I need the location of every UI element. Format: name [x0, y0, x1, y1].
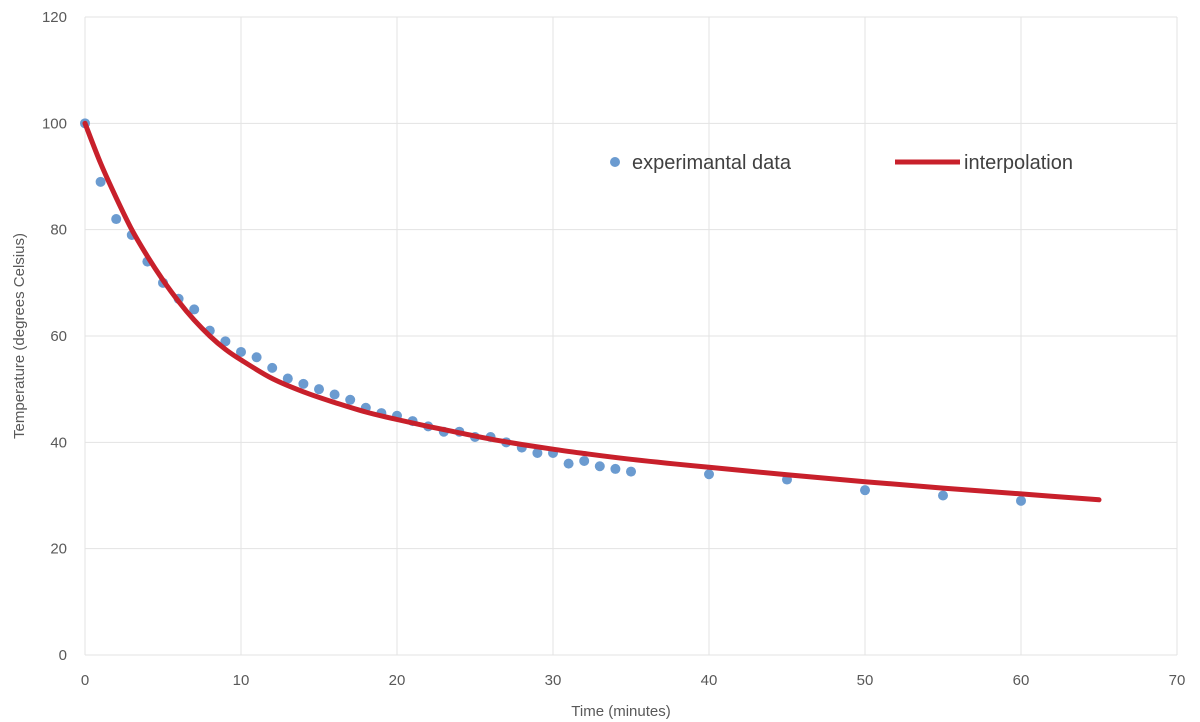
legend-marker-experimental-data — [610, 157, 620, 167]
series-layer — [80, 118, 1102, 506]
data-point — [282, 373, 293, 384]
y-tick-label: 100 — [42, 115, 67, 132]
y-axis-ticks: 0 20 40 60 80 100 120 — [42, 9, 67, 664]
x-tick-label: 20 — [389, 672, 406, 689]
data-point — [329, 389, 340, 400]
data-point — [626, 466, 636, 477]
x-tick-label: 60 — [1013, 672, 1030, 689]
data-point — [267, 362, 278, 373]
data-point — [220, 336, 231, 347]
x-axis-ticks: 0 10 20 30 40 50 60 70 — [81, 672, 1186, 689]
data-point — [95, 176, 106, 187]
data-point — [236, 346, 246, 357]
data-point — [298, 378, 309, 389]
data-point — [189, 304, 200, 315]
x-tick-label: 30 — [545, 672, 562, 689]
x-axis-title: Time (minutes) — [571, 703, 670, 720]
legend-label-experimental-data: experimantal data — [632, 152, 792, 174]
grid — [84, 16, 1178, 656]
y-axis-title: Temperature (degrees Celsius) — [11, 233, 28, 439]
interpolation-line — [82, 120, 1102, 503]
y-tick-label: 80 — [50, 222, 67, 239]
data-point — [594, 461, 605, 472]
x-tick-label: 0 — [81, 672, 89, 689]
data-point — [938, 490, 948, 501]
data-point — [1016, 495, 1026, 506]
data-point — [111, 214, 122, 225]
x-tick-label: 40 — [701, 672, 718, 689]
y-tick-label: 20 — [50, 541, 67, 558]
x-tick-label: 50 — [857, 672, 874, 689]
data-point — [314, 384, 324, 395]
y-tick-label: 60 — [50, 328, 67, 345]
data-point — [860, 485, 870, 496]
y-tick-label: 120 — [42, 9, 67, 26]
data-point — [563, 458, 574, 469]
y-tick-label: 0 — [59, 647, 67, 664]
legend-label-interpolation: interpolation — [964, 152, 1073, 174]
data-point — [532, 447, 543, 458]
x-tick-label: 10 — [233, 672, 250, 689]
data-point — [610, 463, 621, 474]
data-point — [704, 469, 714, 480]
y-tick-label: 40 — [50, 434, 67, 451]
legend: experimantal data interpolation — [610, 152, 1073, 174]
data-point — [345, 394, 356, 405]
data-point — [579, 455, 590, 466]
data-point — [251, 352, 262, 363]
x-tick-label: 70 — [1169, 672, 1186, 689]
